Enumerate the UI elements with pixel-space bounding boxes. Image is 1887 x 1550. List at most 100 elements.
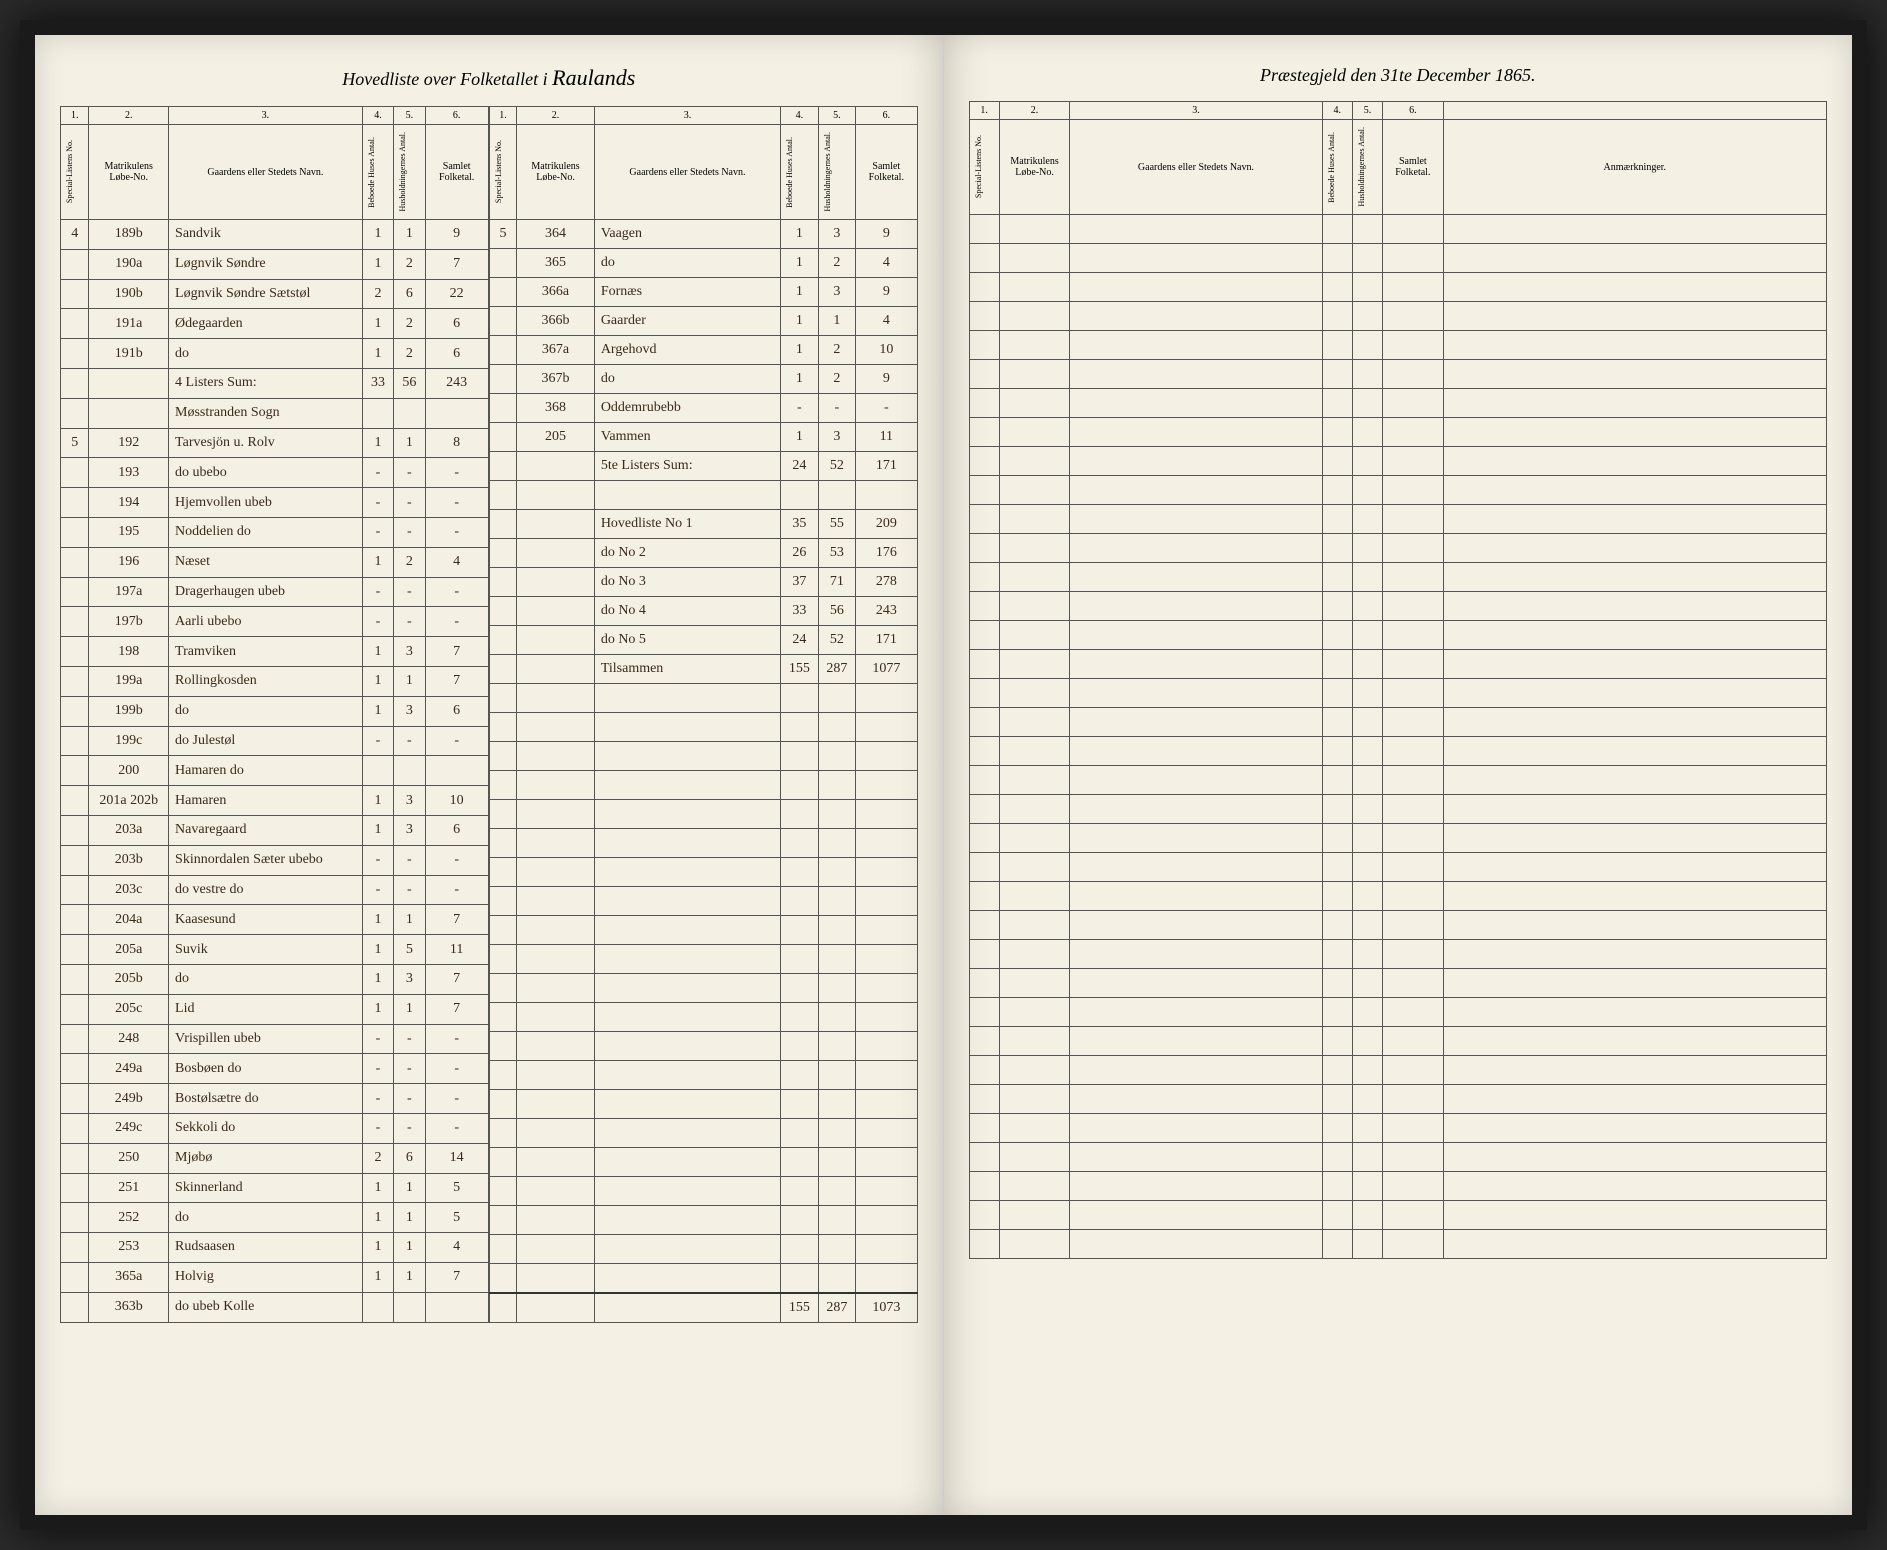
cell: 171 <box>856 452 917 481</box>
cell: 1 <box>394 905 425 935</box>
cell: do ubebo <box>169 458 363 488</box>
cell <box>489 1032 517 1061</box>
cell: 26 <box>781 539 819 568</box>
table-row <box>489 1090 917 1119</box>
cell <box>594 1090 780 1119</box>
col-hdr: Husholdningernes Antal. <box>1352 120 1382 215</box>
cell <box>1070 505 1322 534</box>
cell <box>1443 273 1826 302</box>
cell <box>1322 1027 1352 1056</box>
cell <box>856 1119 917 1148</box>
cell <box>594 1235 780 1264</box>
cell <box>61 935 89 965</box>
cell: 1 <box>362 220 393 250</box>
cell <box>489 1206 517 1235</box>
cell: 1 <box>362 428 393 458</box>
cell: 1 <box>362 786 393 816</box>
cell <box>1443 940 1826 969</box>
cell <box>999 1027 1070 1056</box>
col-hdr: Beboede Huses Antal. <box>362 125 393 220</box>
cell <box>969 911 999 940</box>
cell <box>1383 940 1444 969</box>
table-row: 195Noddelien do--- <box>61 517 489 547</box>
title-prefix: Hovedliste over Folketallet i <box>342 69 547 89</box>
cell <box>1070 998 1322 1027</box>
cell <box>1383 882 1444 911</box>
cell: - <box>425 607 488 637</box>
cell <box>781 742 819 771</box>
cell <box>1070 1201 1322 1230</box>
table-row <box>969 708 1827 737</box>
cell <box>969 824 999 853</box>
table-row: 205Vammen1311 <box>489 423 917 452</box>
col-hdr: Gaardens eller Stedets Navn. <box>169 125 363 220</box>
cell: Argehovd <box>594 336 780 365</box>
cell <box>1070 302 1322 331</box>
cell <box>999 592 1070 621</box>
table-row: 249bBostølsætre do--- <box>61 1084 489 1114</box>
cell <box>781 1061 819 1090</box>
cell <box>818 481 856 510</box>
table-row <box>489 887 917 916</box>
cell <box>1352 940 1382 969</box>
cell <box>61 488 89 518</box>
cell: Tilsammen <box>594 655 780 684</box>
cell <box>1322 1056 1352 1085</box>
col-hdr: Beboede Huses Antal. <box>781 125 819 220</box>
cell: Tarvesjön u. Rolv <box>169 428 363 458</box>
cell <box>489 510 517 539</box>
cell: 33 <box>781 597 819 626</box>
cell <box>1443 708 1826 737</box>
cell <box>856 829 917 858</box>
left-page: Hovedliste over Folketallet i Raulands 1… <box>35 35 944 1515</box>
col-hdr: Samlet Folketal. <box>425 125 488 220</box>
cell <box>1383 389 1444 418</box>
cell <box>594 916 780 945</box>
cell <box>969 418 999 447</box>
table-row: 190aLøgnvik Søndre127 <box>61 249 489 279</box>
cell <box>1322 215 1352 244</box>
cell <box>61 458 89 488</box>
cell <box>1070 1114 1322 1143</box>
cell <box>781 916 819 945</box>
cell <box>818 1003 856 1032</box>
cell <box>1443 824 1826 853</box>
cell: 1 <box>362 339 393 369</box>
cell <box>818 1264 856 1294</box>
cell: 6 <box>425 815 488 845</box>
cell <box>1070 1056 1322 1085</box>
table-row: 368Oddemrubebb--- <box>489 394 917 423</box>
cell <box>1383 708 1444 737</box>
cell: do <box>169 964 363 994</box>
table-row: Møsstranden Sogn <box>61 398 489 428</box>
cell <box>1322 708 1352 737</box>
table-row: 252do115 <box>61 1203 489 1233</box>
cell <box>1443 1056 1826 1085</box>
cell: 191b <box>89 339 169 369</box>
table-row <box>969 1230 1827 1259</box>
cell <box>999 1201 1070 1230</box>
cell <box>856 974 917 1003</box>
table-row: 205bdo137 <box>61 964 489 994</box>
cell: 2 <box>394 249 425 279</box>
cell <box>1383 650 1444 679</box>
cell: Fornæs <box>594 278 780 307</box>
cell: 1 <box>362 905 393 935</box>
right-page: Præstegjeld den 31te December 1865. 1. 2… <box>944 35 1853 1515</box>
table-row: 250Mjøbø2614 <box>61 1143 489 1173</box>
col-num: 1. <box>969 102 999 120</box>
cell: 7 <box>425 666 488 696</box>
cell <box>1322 563 1352 592</box>
cell <box>61 994 89 1024</box>
cell: 189b <box>89 220 169 250</box>
cell <box>489 597 517 626</box>
cell: Hamaren <box>169 786 363 816</box>
cell <box>1352 621 1382 650</box>
cell <box>61 1262 89 1292</box>
cell: - <box>394 577 425 607</box>
cell <box>999 824 1070 853</box>
cell <box>818 1177 856 1206</box>
cell <box>1443 998 1826 1027</box>
cell <box>1322 1114 1352 1143</box>
col-hdr: Beboede Huses Antal. <box>1322 120 1352 215</box>
